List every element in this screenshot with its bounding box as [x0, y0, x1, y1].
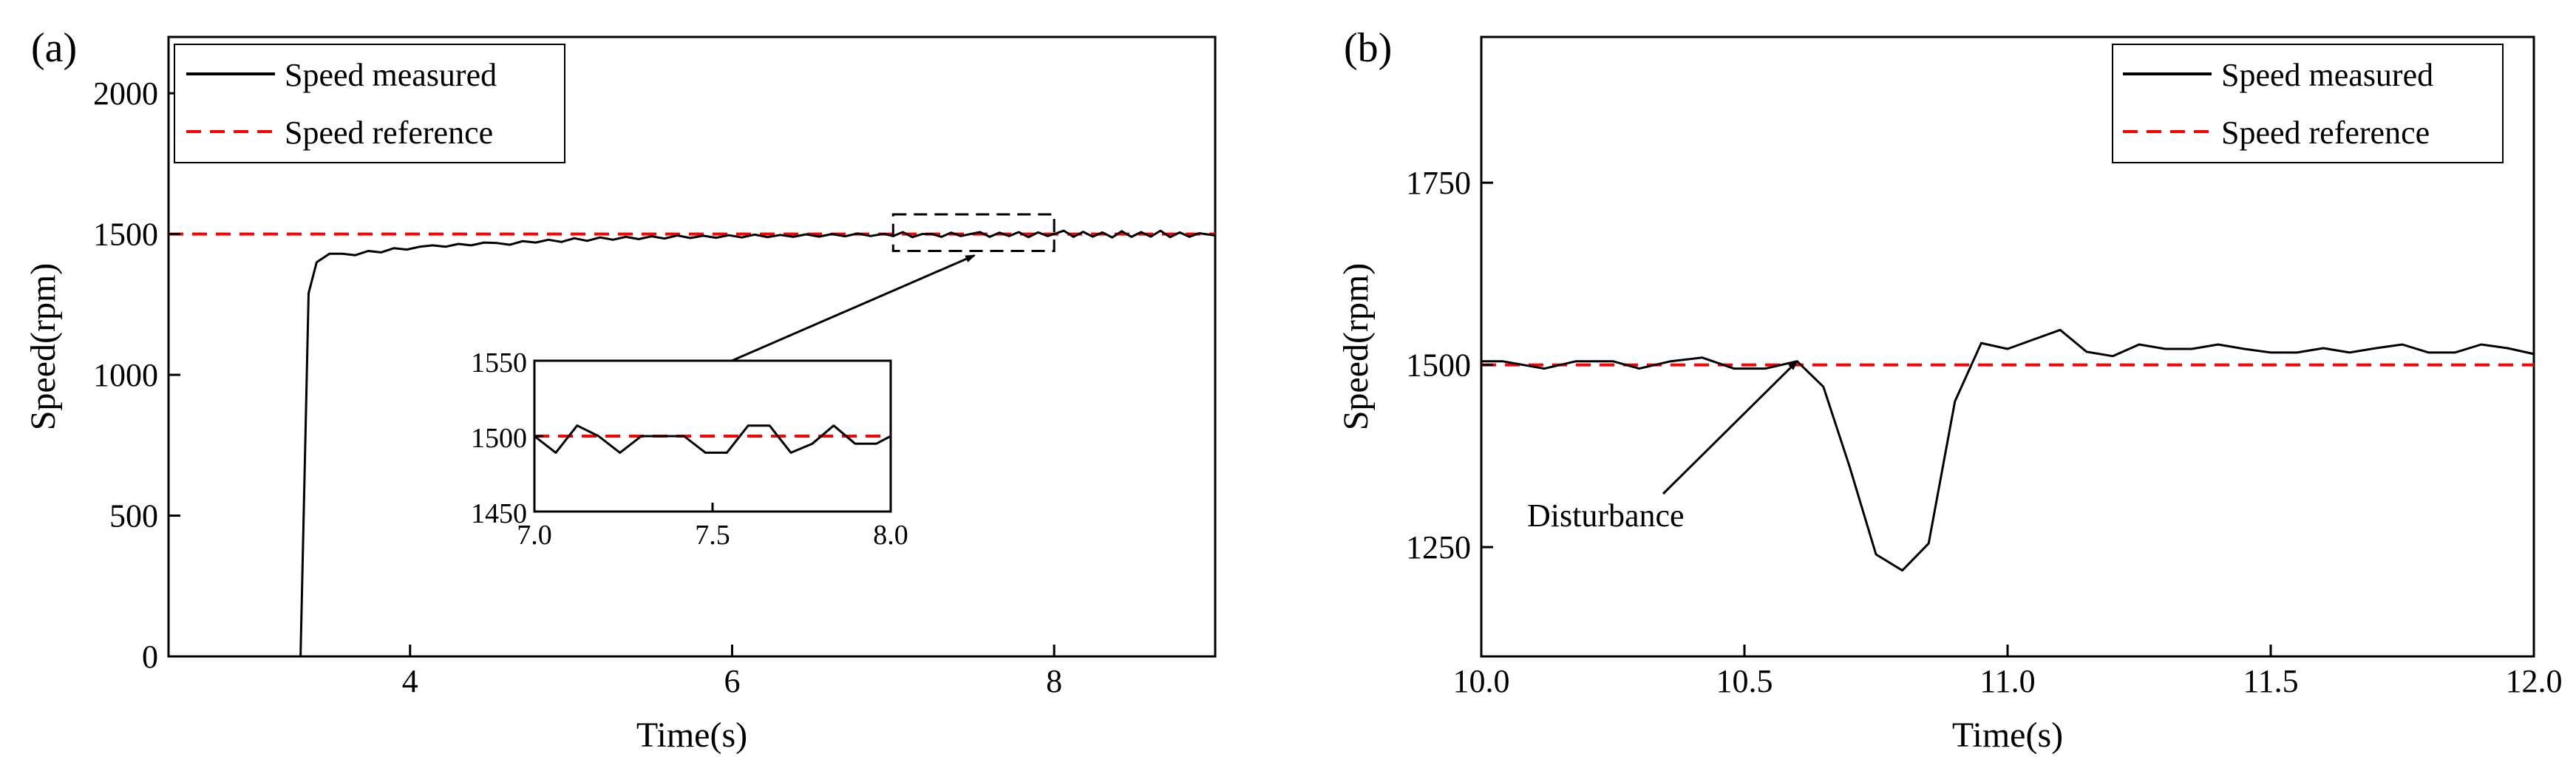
- panel-a-y-tick-label: 500: [109, 498, 158, 534]
- panel-a-y-axis-title: Speed(rpm): [24, 263, 63, 431]
- panel-a-x-axis-title: Time(s): [636, 716, 747, 755]
- panel-b-measured-line: [1481, 328, 2535, 572]
- panel-b-disturbance-arrow: [1662, 360, 1798, 495]
- panel-a-zoom-box: [891, 213, 1056, 252]
- panel-b-legend: Speed measured Speed reference: [2112, 44, 2504, 163]
- panel-a-inset-x-tick-label: 8.0: [873, 520, 908, 551]
- panel-b-y-axis-title: Speed(rpm): [1336, 263, 1376, 431]
- panel-b-y-tick-label: 1250: [1406, 529, 1471, 565]
- panel-b-annotation-disturbance: Disturbance: [1527, 497, 1685, 534]
- panel-a-x-tick-label: 4: [402, 663, 418, 699]
- panel-b: (b) 10.0 10.5 11.0 11.5 12.0 1250 1500 1750 Tim…: [1336, 25, 2563, 755]
- panel-a-y-tick-label: 0: [142, 639, 158, 675]
- panel-a-inset-x-tick-label: 7.5: [695, 520, 730, 551]
- panel-b-x-axis-title: Time(s): [1952, 716, 2063, 755]
- panel-b-legend-label-reference: Speed reference: [2221, 115, 2430, 151]
- panel-a-x-tick-label: 6: [724, 663, 740, 699]
- panel-a-inset-y-tick-label: 1550: [471, 347, 527, 378]
- panel-b-x-tick-label: 11.0: [1979, 663, 2035, 699]
- panel-a-inset-ticks: 7.0 7.5 8.0 1450 1500 1550: [471, 347, 908, 551]
- panel-a-tag: (a): [31, 25, 77, 71]
- panel-a-plot-frame: [167, 35, 1217, 658]
- panel-a-legend-label-measured: Speed measured: [285, 57, 497, 93]
- panel-a-inset-marks: [534, 424, 891, 454]
- panel-a-y-tick-label: 1000: [93, 357, 158, 393]
- panel-b-tag: (b): [1344, 25, 1392, 71]
- panel-a-zoom-arrow: [731, 254, 976, 362]
- panel-a-x-tick-label: 8: [1046, 663, 1062, 699]
- panel-b-y-tick-label: 1500: [1406, 347, 1471, 384]
- panel-a-inset-y-tick-label: 1450: [471, 498, 527, 529]
- panel-b-x-tick-label: 11.5: [2243, 663, 2298, 699]
- panel-b-y-tick-label: 1750: [1406, 165, 1471, 201]
- panel-b-ticks: 10.0 10.5 11.0 11.5 12.0 1250 1500 1750: [1406, 165, 2563, 699]
- panel-b-legend-box: [2112, 44, 2504, 163]
- panel-a-ticks: 4 6 8 0 500 1000 1500 2000: [93, 75, 1062, 699]
- panel-a-legend: Speed measured Speed reference: [174, 44, 565, 163]
- panel-b-x-tick-label: 12.0: [2506, 663, 2563, 699]
- panel-a-inset-x-tick-label: 7.0: [517, 520, 552, 551]
- panel-a-legend-label-reference: Speed reference: [285, 115, 493, 151]
- panel-a-y-tick-label: 2000: [93, 75, 158, 112]
- panel-a-measured-line: [299, 229, 1216, 657]
- panel-a-inset-measured-line: [534, 424, 891, 454]
- panel-a: (a) 4 6 8 0 500 1000 1500 2000 Time(s) Speed(rp…: [24, 25, 1217, 755]
- panel-a-inset-y-tick-label: 1500: [471, 423, 527, 454]
- panel-a-marks: [169, 213, 1216, 657]
- panel-b-x-tick-label: 10.0: [1453, 663, 1510, 699]
- panel-b-marks: [1481, 328, 2535, 572]
- panel-a-inset: 7.0 7.5 8.0 1450 1500 1550: [471, 347, 908, 551]
- panel-a-y-tick-label: 1500: [93, 217, 158, 253]
- panel-b-x-tick-label: 10.5: [1716, 663, 1773, 699]
- panel-a-legend-box: [174, 44, 565, 163]
- panel-b-legend-label-measured: Speed measured: [2221, 57, 2433, 93]
